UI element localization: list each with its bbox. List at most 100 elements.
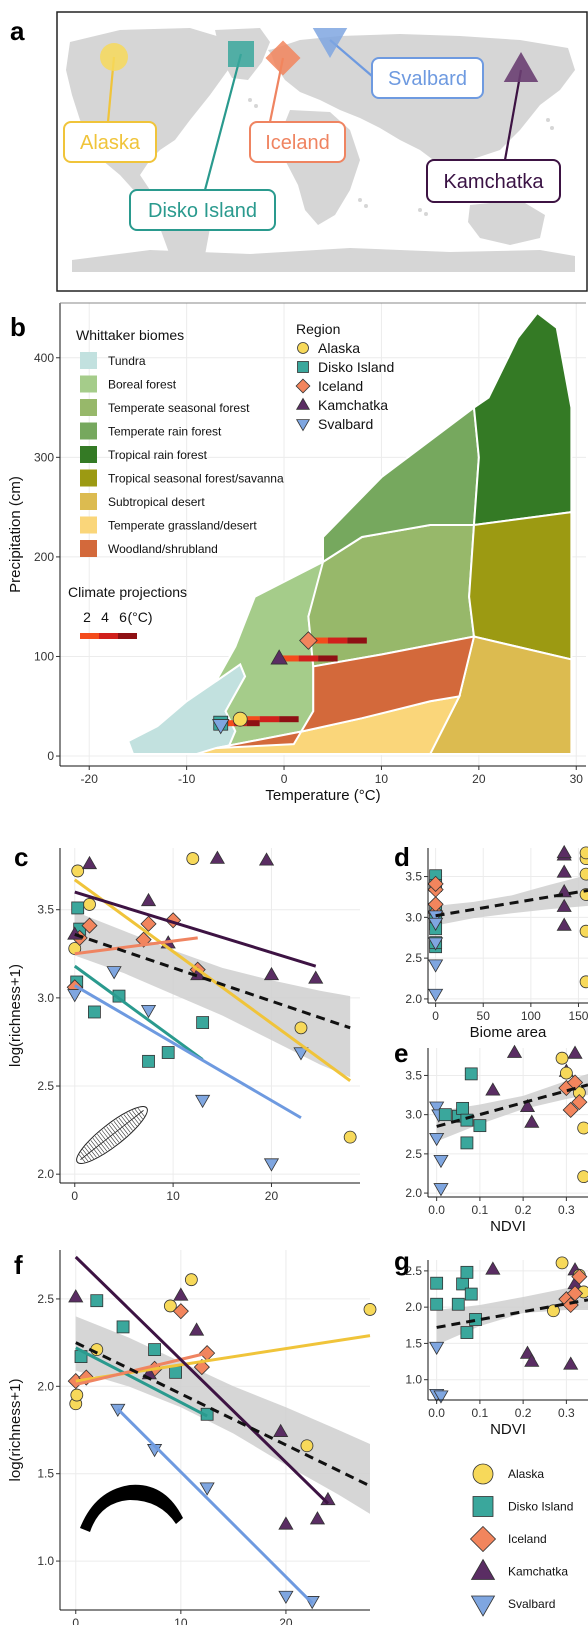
diatom-stria	[123, 1114, 135, 1129]
legend-label: Subtropical desert	[108, 495, 205, 509]
point-kamchatka	[258, 852, 275, 866]
diatom-icon	[76, 1106, 148, 1164]
point-alaska	[579, 846, 588, 860]
point-svalbard	[433, 1390, 449, 1404]
y-tick-label: 1.0	[405, 1373, 422, 1387]
map-marker-iceland	[265, 40, 301, 76]
projection-segment	[240, 716, 260, 723]
diatom-stria	[131, 1110, 142, 1122]
point-svalbard	[199, 1482, 215, 1496]
point-svalbard	[195, 1094, 211, 1109]
diatom-stria	[94, 1135, 108, 1152]
projection-segment	[308, 637, 328, 644]
panel-g-ci-band	[436, 1286, 588, 1345]
panel-letter-g: g	[394, 1246, 410, 1276]
richness-vs-temperature-plot: 0 10 20 2.0 2.5 3.0 3.5 log(richness+1)	[7, 848, 360, 1203]
point-disko-island	[148, 1343, 161, 1357]
legend-swatch	[80, 352, 97, 369]
legend-label: Kamchatka	[318, 397, 388, 413]
point-kamchatka	[567, 1045, 583, 1059]
richness-vs-ndvi-plot: 0.0 0.1 0.2 0.3 2.0 2.5 3.0 3.5 NDVI	[405, 1044, 588, 1235]
projection-segment	[327, 637, 348, 644]
point-alaska	[555, 1051, 569, 1065]
projection-segment	[318, 655, 338, 662]
panel-e-overall-fit	[436, 1083, 588, 1128]
point-alaska	[186, 852, 200, 865]
panel-b-y-axis-title: Precipitation (cm)	[7, 476, 24, 593]
climate-swatch	[80, 633, 99, 639]
fit-line-svalbard	[73, 984, 302, 1120]
point-disko-island	[460, 1265, 474, 1279]
legend-marker	[297, 342, 309, 354]
y-tick-label: 3.5	[37, 903, 54, 917]
panel-c-ci-band	[74, 911, 351, 1078]
panel-d-overall-fit	[435, 888, 588, 918]
point-disko-island	[430, 1276, 444, 1290]
point-svalbard	[429, 1341, 445, 1356]
point-disko-island	[169, 1365, 182, 1379]
map-label-box-alaska	[63, 121, 157, 163]
diatom-stria	[84, 1146, 95, 1159]
x-tick-label: 20	[265, 1189, 279, 1203]
biome-legend: Whittaker biomes Tundra Boreal forest Tempe…	[68, 327, 284, 639]
x-tick-label: 10	[375, 772, 389, 786]
panel-c-points	[66, 850, 357, 1172]
legend-swatch	[80, 540, 97, 557]
point-kamchatka	[556, 898, 572, 912]
point-disko-island	[88, 1005, 101, 1019]
map-island-dot	[546, 118, 550, 122]
point-alaska	[343, 1130, 357, 1144]
point-alaska	[363, 1303, 377, 1316]
point-alaska	[579, 867, 588, 881]
point-svalbard	[263, 1158, 280, 1172]
point-alaska	[184, 1273, 198, 1287]
point-disko-island	[456, 1101, 469, 1115]
point-disko-island	[460, 1136, 474, 1150]
legend-swatch	[80, 375, 97, 393]
point-kamchatka	[308, 970, 324, 984]
x-tick-label: 0.0	[428, 1203, 445, 1217]
y-tick-label: 2.5	[37, 1292, 54, 1306]
legend-marker	[469, 1525, 497, 1553]
y-tick-label: 3.5	[405, 870, 422, 884]
point-alaska	[577, 1170, 588, 1184]
point-kamchatka	[524, 1353, 540, 1367]
point-svalbard	[293, 1047, 309, 1061]
legend-label: Disko Island	[508, 1500, 573, 1514]
x-tick-label: 0.1	[472, 1203, 489, 1217]
climate-tick: 2	[83, 609, 91, 625]
point-kamchatka	[556, 864, 572, 878]
legend-label: Disko Island	[318, 359, 394, 375]
map-island-dot	[248, 98, 252, 102]
x-tick-label: 150	[568, 1009, 588, 1023]
panel-c-overall-fit	[74, 932, 351, 1030]
worm-icon	[80, 1484, 183, 1532]
point-disko-island	[464, 1287, 478, 1301]
point-disko-island	[430, 1297, 444, 1311]
legend-label: Temperate seasonal forest	[108, 401, 250, 415]
map-island-dot	[88, 98, 92, 102]
diatom-stria	[121, 1116, 133, 1131]
x-tick-label: 0	[432, 1009, 439, 1023]
biome-woodland-shrubland	[215, 635, 476, 750]
point-iceland	[81, 917, 98, 934]
map-label-box-svalbard	[371, 57, 484, 99]
biome-legend-title: Whittaker biomes	[76, 327, 184, 343]
legend-label: Svalbard	[318, 416, 373, 432]
x-tick-label: 0.2	[515, 1406, 532, 1420]
legend-marker	[472, 1463, 494, 1485]
biome-areas	[126, 311, 573, 756]
point-kamchatka	[506, 1044, 523, 1058]
diatom-stria	[113, 1120, 127, 1137]
y-tick-label: 3.0	[405, 910, 422, 924]
y-tick-label: 0	[47, 749, 54, 763]
y-tick-label: 3.0	[37, 991, 54, 1005]
point-disko-island	[464, 1067, 478, 1081]
projection-segment	[279, 655, 299, 662]
point-svalbard	[428, 917, 444, 932]
map-leader-svalbard	[329, 39, 373, 77]
point-kamchatka	[309, 1511, 326, 1525]
climate-swatch	[99, 633, 118, 639]
panel-d-ci-band	[435, 874, 588, 926]
